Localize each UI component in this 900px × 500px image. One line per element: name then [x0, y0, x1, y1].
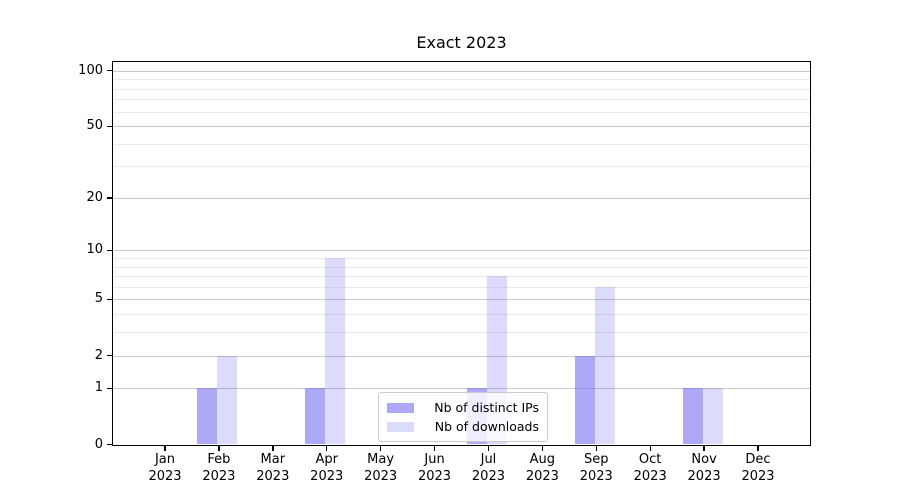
gridline-major [113, 388, 810, 390]
y-tick-label: 10 [86, 242, 103, 258]
x-tick [164, 446, 166, 451]
bar-distinct-ips-feb [197, 388, 218, 445]
gridline-major [113, 70, 810, 72]
gridline-minor [113, 143, 810, 145]
y-tick-label: 20 [86, 189, 103, 205]
y-tick-label: 100 [78, 62, 103, 78]
gridline-minor [113, 111, 810, 113]
x-tick [541, 446, 544, 451]
y-tick [107, 197, 112, 199]
y-tick [107, 387, 112, 390]
x-tick [703, 446, 705, 451]
x-tick-label: Aug 2023 [525, 452, 559, 484]
plot-area [113, 62, 810, 445]
bar-distinct-ips-nov [682, 388, 703, 445]
legend: Nb of distinct IPs Nb of downloads [378, 392, 548, 442]
gridline-minor [113, 266, 810, 268]
y-tick-label: 5 [94, 291, 103, 307]
x-tick-label: Apr 2023 [310, 452, 344, 484]
legend-label-downloads: Nb of downloads [434, 419, 539, 434]
gridline-minor [113, 166, 810, 168]
y-tick [107, 249, 112, 252]
x-tick-label: Jun 2023 [417, 452, 452, 484]
y-tick-label: 50 [86, 118, 103, 134]
y-tick-label: 2 [94, 347, 103, 363]
x-tick [487, 446, 490, 451]
x-tick [218, 446, 220, 451]
gridline-minor [113, 99, 810, 101]
x-tick-label: Jul 2023 [471, 452, 505, 484]
chart-title: Exact 2023 [416, 33, 507, 52]
gridline-minor [113, 258, 810, 259]
gridline-major [113, 299, 810, 301]
gridline-minor [113, 286, 810, 288]
gridline-major [113, 197, 810, 199]
x-tick-label: Sep 2023 [579, 452, 613, 484]
bar-downloads-feb [217, 355, 238, 445]
x-tick [757, 446, 759, 451]
y-tick [107, 70, 112, 72]
bar-downloads-apr [325, 258, 346, 445]
gridline-minor [113, 314, 810, 316]
x-tick [380, 446, 382, 451]
legend-item-distinct-ips: Nb of distinct IPs [387, 398, 539, 417]
legend-item-downloads: Nb of downloads [387, 417, 539, 436]
y-tick-label: 0 [94, 436, 103, 452]
bar-distinct-ips-apr [305, 388, 326, 445]
x-tick-label: Dec 2023 [741, 452, 775, 484]
x-tick-label: Oct 2023 [633, 452, 667, 484]
gridline-major [113, 126, 810, 128]
legend-label-distinct-ips: Nb of distinct IPs [434, 400, 539, 415]
x-tick-label: Jan 2023 [148, 452, 182, 484]
gridline-major [113, 250, 810, 252]
y-tick [107, 298, 112, 301]
gridline-minor [113, 332, 810, 334]
gridline-minor [113, 276, 810, 278]
bar-downloads-sep [594, 286, 615, 445]
bar-distinct-ips-sep [574, 355, 595, 445]
y-tick [107, 355, 112, 357]
x-tick-label: May 2023 [364, 452, 398, 484]
y-tick-label: 1 [94, 380, 103, 396]
y-tick [107, 444, 112, 446]
gridline-minor [113, 79, 810, 81]
bar-downloads-nov [702, 388, 723, 445]
x-tick [649, 446, 651, 451]
x-tick [595, 446, 597, 451]
x-tick [326, 446, 328, 451]
x-tick [272, 446, 274, 451]
gridline-minor [113, 88, 810, 90]
legend-swatch-distinct-ips [387, 402, 414, 413]
gridline-major [113, 355, 810, 357]
x-tick-label: Nov 2023 [687, 452, 721, 484]
x-tick-label: Feb 2023 [202, 452, 236, 484]
x-tick [433, 446, 436, 451]
legend-swatch-downloads [387, 421, 414, 432]
y-tick [107, 125, 112, 127]
x-tick-label: Mar 2023 [256, 452, 290, 484]
